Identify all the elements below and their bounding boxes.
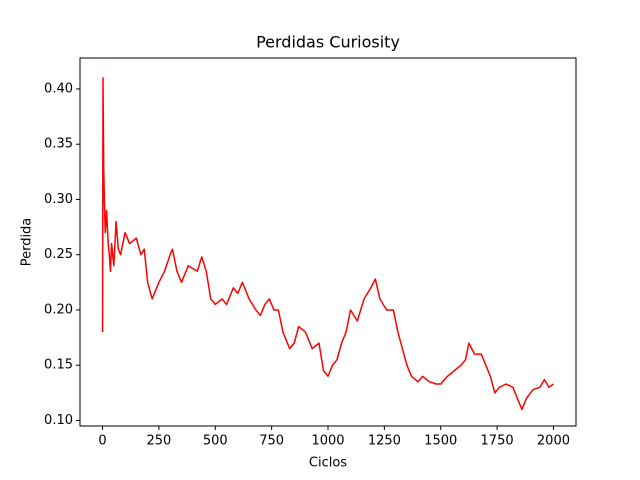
y-tick-label: 0.25: [44, 247, 73, 262]
y-tick-label: 0.35: [44, 137, 73, 152]
y-axis-label: Perdida: [20, 218, 35, 267]
x-tick-label: 1250: [368, 434, 401, 449]
plot-frame: [79, 57, 577, 427]
y-tick-label: 0.10: [44, 413, 73, 428]
x-tick-label: 0: [98, 434, 106, 449]
x-tick-label: 1500: [424, 434, 457, 449]
y-tick-label: 0.15: [44, 358, 73, 373]
y-tick-label: 0.40: [44, 81, 73, 96]
x-tick-label: 750: [259, 434, 284, 449]
x-tick-label: 2000: [537, 434, 570, 449]
x-axis-label: Ciclos: [309, 456, 347, 471]
data-line: [101, 77, 554, 411]
chart-title: Perdidas Curiosity: [256, 33, 400, 52]
y-tick-label: 0.20: [44, 302, 73, 317]
x-tick-label: 1000: [311, 434, 344, 449]
x-tick-label: 1750: [481, 434, 514, 449]
y-tick-label: 0.30: [44, 192, 73, 207]
x-tick-label: 500: [203, 434, 228, 449]
x-tick-label: 250: [146, 434, 171, 449]
